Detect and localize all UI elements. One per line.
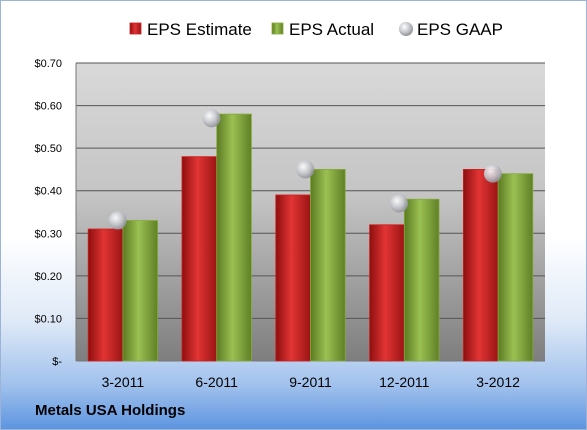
eps-actual-bar [216, 113, 252, 362]
y-tick-label: $0.30 [34, 228, 62, 240]
y-tick-label: $0.20 [34, 271, 62, 283]
eps-gaap-marker [296, 160, 315, 179]
eps-gaap-marker [390, 194, 409, 213]
legend-swatch [271, 22, 284, 35]
legend-label: EPS Estimate [147, 20, 252, 39]
y-tick-label: $0.10 [34, 313, 62, 325]
legend: EPS Estimate EPS Actual EPS GAAP [129, 20, 503, 39]
eps-actual-bar [497, 173, 534, 362]
eps-gaap-marker [483, 164, 502, 183]
eps-actual-bar [403, 198, 440, 362]
legend-eps-actual: EPS Actual [271, 20, 374, 39]
eps-estimate-bar [369, 224, 405, 362]
y-tick-label: $0.50 [34, 143, 62, 155]
bars [87, 113, 534, 362]
x-tick-label: 6-2011 [195, 374, 238, 390]
eps-estimate-bar [462, 169, 499, 362]
eps-estimate-bar [275, 194, 311, 362]
x-axis: 3-2011 6-2011 9-2011 12-2011 3-2012 [102, 374, 520, 390]
y-tick-label: $- [52, 356, 62, 368]
eps-gaap-marker [202, 109, 221, 128]
x-tick-label: 12-2011 [379, 374, 430, 390]
y-tick-label: $0.60 [34, 101, 62, 113]
x-tick-label: 3-2011 [102, 374, 145, 390]
x-tick-label: 9-2011 [289, 374, 332, 390]
eps-actual-bar [122, 220, 159, 362]
legend-label: EPS Actual [289, 20, 374, 39]
legend-swatch [129, 22, 142, 35]
eps-actual-bar [310, 169, 346, 362]
eps-estimate-bar [181, 156, 218, 362]
x-tick-label: 3-2012 [476, 374, 520, 390]
company-label: Metals USA Holdings [35, 402, 186, 419]
eps-estimate-bar [87, 228, 124, 362]
gaap-markers [108, 109, 502, 230]
y-tick-label: $0.70 [34, 58, 62, 70]
legend-label: EPS GAAP [417, 20, 503, 39]
eps-gaap-marker [108, 211, 127, 230]
legend-eps-estimate: EPS Estimate [129, 20, 252, 39]
legend-eps-gaap: EPS GAAP [399, 20, 503, 39]
y-tick-label: $0.40 [34, 186, 62, 198]
legend-swatch [399, 22, 413, 36]
